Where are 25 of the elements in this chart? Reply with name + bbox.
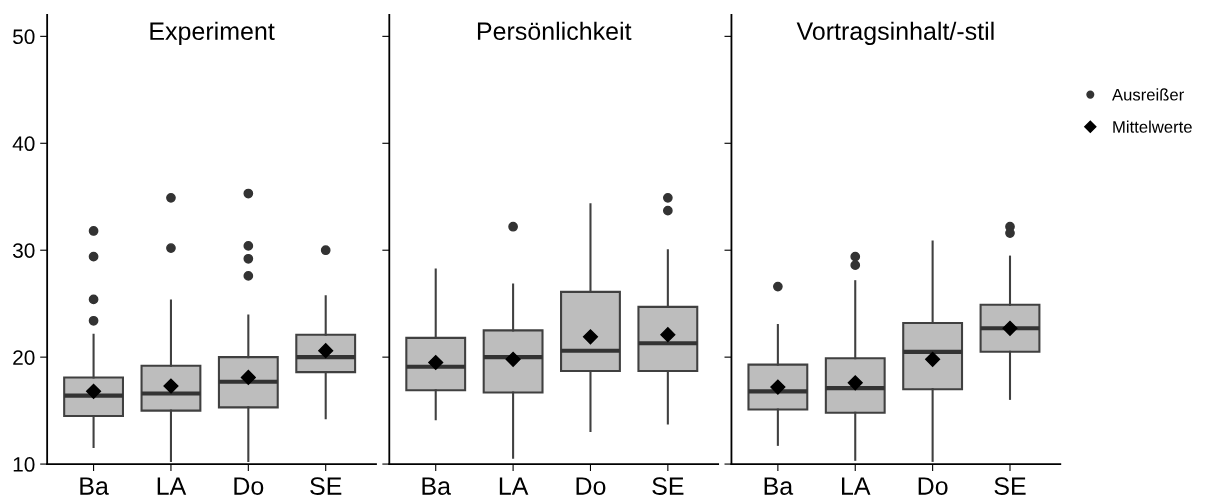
x-tick-label: Do [918,477,948,495]
point [850,251,861,262]
x-tick-label: LA [157,477,187,495]
legend-label: Mittelwerte [1113,120,1192,133]
point [773,281,783,292]
x-tick-label: SE [310,477,342,495]
y-tick-label: 50 [13,29,35,45]
x-tick-label: Do [234,477,264,495]
x-tick-label: LA [499,477,529,495]
y-tick-label: 30 [12,243,35,258]
point [925,351,941,367]
x-tick-label: Do [576,477,606,495]
legend-label: Ausreißer [1112,88,1184,101]
x-tick-label: SE [994,477,1026,495]
x-tick-label: Ba [764,477,794,495]
chart-title: Experiment [150,21,275,46]
y-tick-label: 20 [13,350,35,365]
y-tick-label: 40 [12,136,35,152]
x-tick-label: Ba [80,477,109,495]
y-tick-label: 10 [13,457,35,472]
x-tick-label: SE [652,477,684,495]
x-tick-label: Ba [422,477,452,495]
chart-title: Persönlichkeit [477,21,632,41]
x-tick-label: LA [842,477,871,495]
chart-title: Vortragsinhalt/-stil [796,21,994,46]
